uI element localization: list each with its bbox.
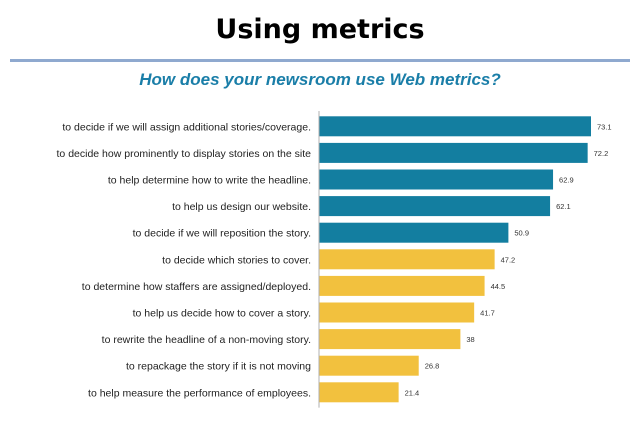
bar [319, 142, 588, 163]
bar [319, 169, 554, 190]
category-label: to decide if we will reposition the stor… [133, 228, 311, 240]
category-label: to determine how staffers are assigned/d… [82, 281, 311, 293]
bar [319, 302, 475, 323]
category-label: to help us decide how to cover a story. [133, 308, 311, 320]
category-label: to repackage the story if it is not movi… [126, 361, 311, 373]
bars-group: to decide if we will assign additional s… [57, 116, 612, 403]
bar [319, 355, 419, 376]
value-label: 44.5 [491, 282, 506, 291]
category-label: to decide how prominently to display sto… [57, 148, 312, 160]
category-label: to help determine how to write the headl… [108, 175, 311, 187]
value-label: 26.8 [425, 362, 440, 371]
chart-subtitle: How does your newsroom use Web metrics? [139, 70, 501, 89]
category-label: to rewrite the headline of a non-moving … [102, 334, 311, 346]
value-label: 62.9 [559, 176, 574, 185]
bar [319, 116, 591, 137]
title-divider [10, 59, 630, 62]
bar [319, 329, 461, 350]
bar [319, 196, 551, 217]
bar [319, 382, 399, 403]
value-label: 21.4 [405, 388, 420, 397]
bar [319, 222, 509, 243]
value-label: 72.2 [594, 149, 609, 158]
category-label: to help us design our website. [172, 201, 311, 213]
value-label: 41.7 [480, 309, 495, 318]
value-label: 62.1 [556, 202, 571, 211]
bar [319, 275, 485, 296]
category-label: to decide which stories to cover. [162, 254, 311, 266]
category-label: to help measure the performance of emplo… [88, 387, 311, 399]
value-label: 38 [466, 335, 474, 344]
value-label: 50.9 [514, 229, 529, 238]
value-label: 73.1 [597, 122, 612, 131]
page-title: Using metrics [215, 14, 425, 45]
bar [319, 249, 495, 270]
category-label: to decide if we will assign additional s… [62, 121, 311, 133]
value-label: 47.2 [501, 255, 516, 264]
